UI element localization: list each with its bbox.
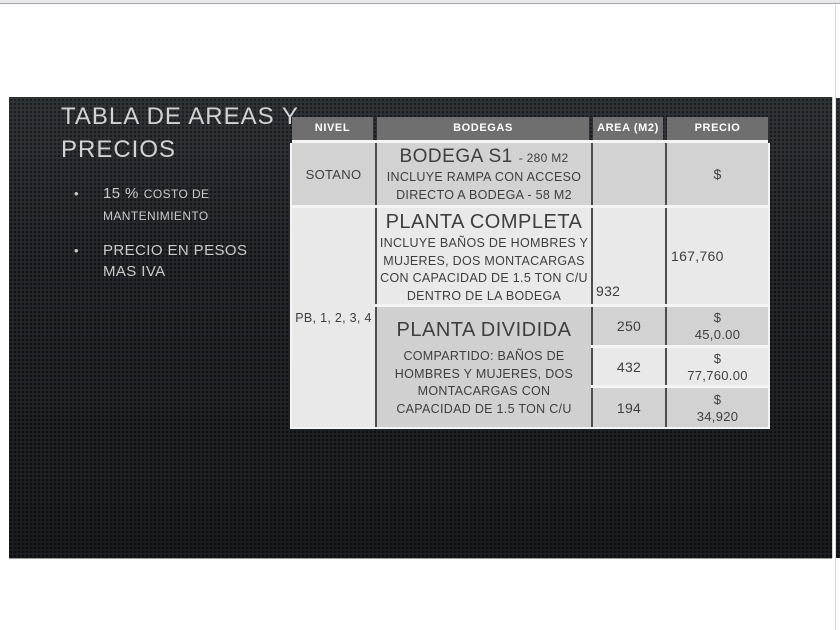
- cell-precio-planta-completa: 167,760: [667, 208, 768, 304]
- row-divider: [591, 345, 770, 348]
- column-divider: [375, 143, 377, 427]
- price-value: 34,920: [696, 408, 739, 424]
- slide-title-line: PRECIOS: [61, 136, 177, 163]
- cell-precio-194: $ 34,920: [667, 388, 768, 427]
- cell-precio-sotano: $: [667, 143, 768, 205]
- price-value: 45,0.00: [694, 327, 741, 342]
- cell-area-sotano: [593, 143, 665, 205]
- row-divider: [591, 385, 770, 388]
- next-page-edge: [836, 98, 840, 558]
- planta-dividida-title: PLANTA DIVIDIDA: [396, 319, 572, 341]
- bullet-item: • 15 % COSTO DE MANTENIMIENTO: [74, 183, 294, 227]
- slide-title: TABLA DE AREAS Y PRECIOS: [61, 100, 341, 166]
- cell-area-194: 194: [593, 388, 665, 427]
- cell-bodega-s1: BODEGA S1 - 280 M2 INCLUYE RAMPA CON ACCE…: [377, 143, 591, 205]
- bodega-s1-title: BODEGA S1: [399, 146, 513, 167]
- pricing-table: NIVEL BODEGAS AREA (M2) PRECIO SOTANO PB…: [290, 117, 770, 429]
- row-divider: [375, 304, 770, 307]
- cell-area-250: 250: [593, 307, 665, 345]
- table-right-border: [768, 143, 770, 429]
- slide-title-line: TABLA DE AREAS Y: [61, 103, 299, 130]
- column-divider: [591, 143, 593, 427]
- table-bottom-border: [290, 427, 770, 429]
- row-divider: [292, 140, 768, 143]
- cell-precio-250: $ 45,0.00: [667, 307, 768, 345]
- bullet-icon: •: [74, 186, 79, 201]
- bullet-text-body: COSTO DE MANTENIMIENTO: [103, 187, 210, 223]
- bullet-list: • 15 % COSTO DE MANTENIMIENTO • PRECIO EN…: [74, 183, 294, 295]
- cell-area-planta-completa: 932: [593, 208, 665, 304]
- currency-sign: $: [713, 391, 722, 407]
- price-value: 77,760.00: [687, 367, 748, 383]
- planta-completa-description: INCLUYE BAÑOS DE HOMBRES Y MUJERES, DOS …: [379, 236, 589, 303]
- table-header-area: AREA (M2): [593, 117, 663, 140]
- currency-sign: $: [713, 310, 722, 325]
- table-header-precio: PRECIO: [667, 117, 768, 140]
- bodega-s1-heading: BODEGA S1 - 280 M2: [399, 145, 568, 169]
- cell-area-432: 432: [593, 348, 665, 385]
- bodega-s1-description: INCLUYE RAMPA CON ACCESO DIRECTO A BODEG…: [386, 170, 582, 202]
- row-divider: [290, 205, 770, 208]
- planta-dividida-description: COMPARTIDO: BAÑOS DE HOMBRES Y MUJERES, …: [394, 349, 574, 416]
- cell-precio-432: $ 77,760.00: [667, 348, 768, 385]
- bullet-text: 15 % COSTO DE MANTENIMIENTO: [103, 183, 275, 227]
- bullet-text: PRECIO EN PESOS MAS IVA: [103, 240, 275, 282]
- cell-nivel-upper-floors: PB, 1, 2, 3, 4: [292, 208, 375, 427]
- cell-planta-dividida: PLANTA DIVIDIDA COMPARTIDO: BAÑOS DE HOM…: [377, 307, 591, 427]
- cell-nivel-sotano: SOTANO: [292, 143, 375, 205]
- table-header-nivel: NIVEL: [292, 117, 373, 140]
- bullet-text-body: PRECIO EN PESOS MAS IVA: [103, 242, 248, 280]
- table-left-border: [290, 143, 292, 429]
- table-header-bodegas: BODEGAS: [377, 117, 589, 140]
- bodega-s1-size: - 280 M2: [518, 151, 569, 165]
- cell-planta-completa: PLANTA COMPLETA INCLUYE BAÑOS DE HOMBRES…: [377, 208, 591, 304]
- bullet-item: • PRECIO EN PESOS MAS IVA: [74, 240, 294, 282]
- bullet-icon: •: [74, 243, 79, 258]
- column-divider: [665, 143, 667, 427]
- viewer-top-edge: [0, 0, 840, 4]
- bullet-text-lead: 15 %: [103, 185, 139, 202]
- planta-completa-title: PLANTA COMPLETA: [385, 211, 583, 233]
- currency-sign: $: [713, 350, 722, 366]
- viewer-right-edge-line: [835, 5, 836, 630]
